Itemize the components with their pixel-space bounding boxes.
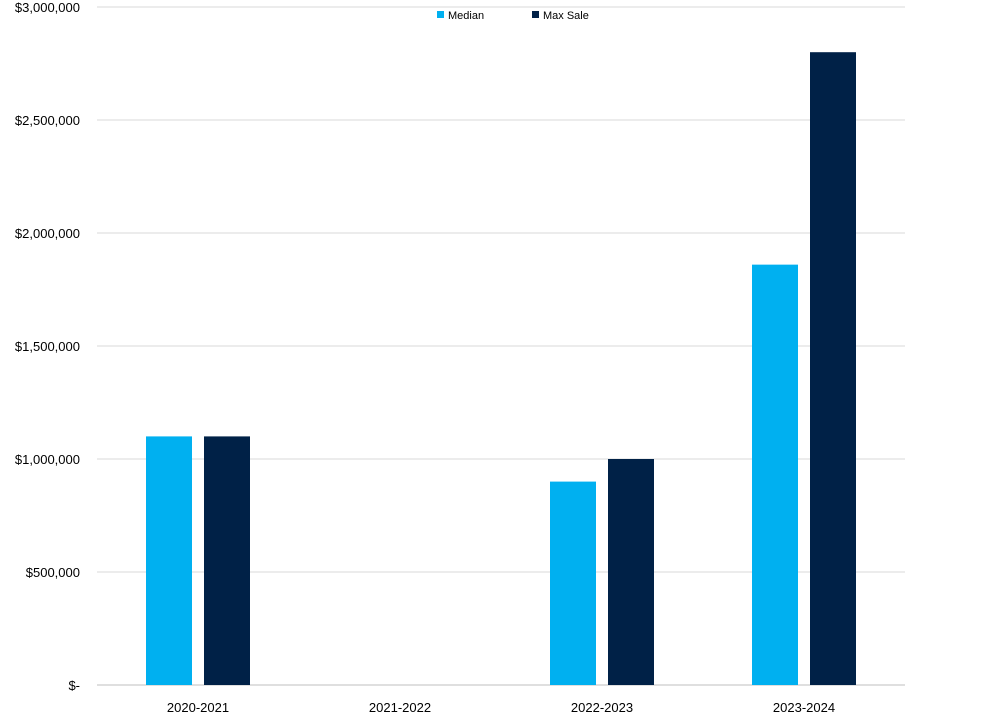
legend-swatch [437, 11, 444, 18]
bar-max-sale-2023-2024 [810, 52, 856, 685]
bar-median-2020-2021 [146, 436, 192, 685]
legend-label: Max Sale [543, 10, 589, 22]
y-tick-label: $- [68, 678, 80, 693]
x-tick-label: 2022-2023 [571, 700, 633, 715]
x-tick-label: 2020-2021 [167, 700, 229, 715]
x-axis: 2020-2021 2021-2022 2022-2023 2023-2024 [167, 700, 835, 715]
x-tick-label: 2023-2024 [773, 700, 835, 715]
y-tick-label: $1,000,000 [15, 452, 80, 467]
y-tick-label: $1,500,000 [15, 339, 80, 354]
legend-swatch [532, 11, 539, 18]
y-tick-label: $2,000,000 [15, 226, 80, 241]
legend: Median Max Sale [437, 10, 589, 22]
y-tick-label: $3,000,000 [15, 0, 80, 15]
legend-label: Median [448, 10, 484, 22]
y-tick-label: $2,500,000 [15, 113, 80, 128]
bar-median-2023-2024 [752, 264, 798, 685]
bar-median-2022-2023 [550, 481, 596, 685]
bar-max-sale-2020-2021 [204, 436, 250, 685]
bars [146, 52, 856, 685]
bar-max-sale-2022-2023 [608, 459, 654, 685]
x-tick-label: 2021-2022 [369, 700, 431, 715]
y-tick-label: $500,000 [26, 565, 80, 580]
y-axis: $- $500,000 $1,000,000 $1,500,000 $2,000,000… [15, 0, 80, 693]
